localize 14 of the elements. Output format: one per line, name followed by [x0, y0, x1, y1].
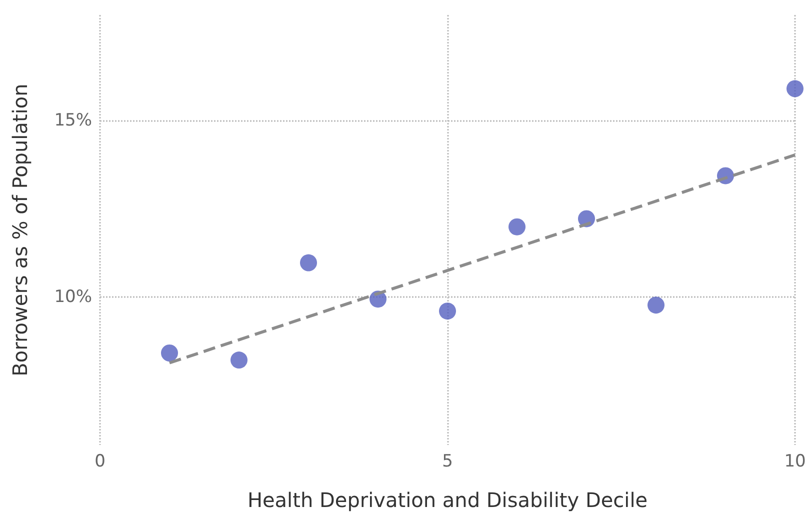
y-axis-title: Borrowers as % of Population — [8, 84, 32, 376]
y-tick-label: 15% — [54, 110, 92, 131]
point — [161, 344, 178, 362]
x-axis-title: Health Deprivation and Disability Decile — [247, 488, 648, 512]
point — [300, 254, 317, 272]
x-tick-label: 5 — [442, 452, 453, 472]
point — [439, 302, 456, 320]
x-tick-label: 0 — [94, 452, 106, 472]
y-tick-label: 10% — [54, 286, 92, 307]
x-tick-label: 10 — [784, 452, 806, 472]
point — [230, 352, 248, 369]
point — [508, 218, 526, 236]
point — [786, 80, 804, 98]
point — [648, 296, 664, 314]
